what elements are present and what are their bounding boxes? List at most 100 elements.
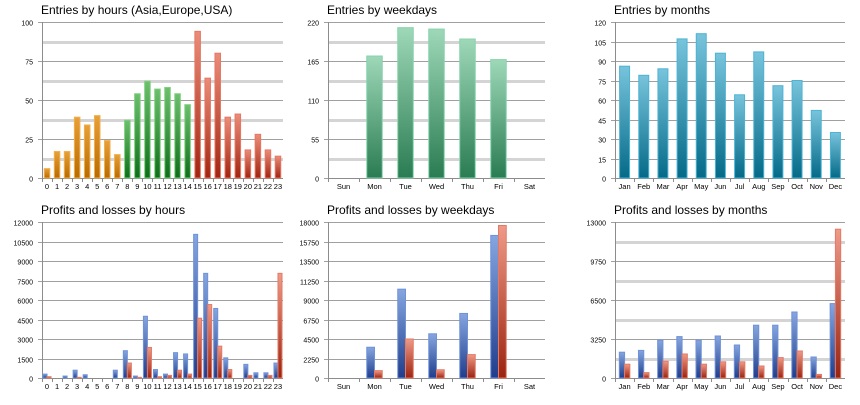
bar-23	[274, 155, 282, 179]
x-tick-label: 5	[95, 182, 99, 191]
x-tick-label: 16	[204, 182, 212, 191]
bar-11	[154, 88, 161, 179]
bar-aug	[753, 51, 765, 179]
y-tick-label: 100	[21, 21, 33, 28]
profit-bar-18	[223, 357, 229, 379]
loss-bar-nov	[815, 373, 823, 379]
x-tick-label: Oct	[791, 182, 804, 191]
loss-bar-aug	[758, 365, 765, 379]
x-tick-label: 17	[214, 382, 222, 391]
profit-bar-23	[273, 362, 279, 379]
y-tick-label: 75	[25, 60, 33, 67]
y-tick-label: 6500	[590, 299, 606, 306]
profit-bar-jul	[733, 344, 741, 379]
bar-feb	[638, 74, 650, 179]
bar-dec	[829, 132, 841, 179]
profit-bar-thu	[459, 312, 468, 379]
x-tick-label: Thu	[461, 382, 474, 391]
bar-7	[114, 154, 121, 179]
loss-bar-jun	[719, 361, 727, 379]
bar-jun	[714, 52, 726, 179]
x-tick-label: Oct	[791, 382, 804, 391]
bar-sep	[772, 85, 784, 179]
bar-21	[254, 133, 262, 179]
x-tick-label: Sep	[771, 182, 784, 191]
y-tick-label: 0	[29, 177, 33, 184]
x-tick-label: Apr	[676, 182, 688, 191]
x-tick-label: 23	[274, 182, 282, 191]
x-tick-label: 3	[75, 182, 79, 191]
x-tick-label: Dec	[829, 182, 843, 191]
y-tick-label: 13500	[300, 260, 320, 267]
x-tick-label: 16	[204, 382, 212, 391]
profit-bar-15	[193, 233, 199, 379]
loss-bar-17	[217, 345, 223, 379]
bar-2	[63, 150, 71, 179]
profit-bar-22	[263, 372, 269, 379]
loss-bar-16	[207, 304, 213, 379]
loss-bar-thu	[467, 354, 476, 379]
loss-bar-12	[167, 374, 173, 379]
x-tick-label: 11	[154, 382, 162, 391]
x-tick-label: 6	[105, 182, 109, 191]
chart-panel-entries-by-weekdays: Entries by weekdays 0 55 110 165 220 Sun Mon Tu…	[290, 0, 570, 200]
x-tick-label: 13	[173, 182, 181, 191]
x-tick-label: 0	[45, 182, 49, 191]
bars	[619, 33, 841, 179]
bar-fri	[490, 59, 507, 179]
x-tick-label: 21	[254, 182, 262, 191]
x-tick-label: Sat	[524, 382, 536, 391]
loss-bar-11	[156, 376, 162, 379]
x-tick-label: Tue	[399, 382, 412, 391]
bar-wed	[428, 28, 445, 179]
bar-apr	[676, 38, 688, 179]
x-tick-label: Jan	[619, 182, 631, 191]
x-tick-label: Fri	[494, 182, 503, 191]
x-tick-label: Fri	[494, 382, 503, 391]
x-tick-label: Sun	[337, 182, 350, 191]
profit-bar-2	[62, 375, 68, 379]
x-tick-label: 11	[154, 182, 162, 191]
x-tick-label: 3	[75, 382, 79, 391]
x-tick-label: 21	[254, 382, 262, 391]
x-tick-label: 23	[274, 382, 282, 391]
x-tick-label: Tue	[399, 182, 412, 191]
x-tick-label: Mon	[367, 382, 382, 391]
x-tick-label: Jul	[735, 182, 745, 191]
profit-bar-8	[122, 350, 128, 379]
y-tick-label: 9000	[17, 260, 33, 267]
x-tick-label: 20	[244, 182, 252, 191]
bars	[42, 233, 283, 379]
profit-bar-jun	[714, 335, 721, 379]
profit-bar-3	[72, 369, 78, 379]
gridlines	[38, 222, 283, 379]
gridlines	[611, 222, 845, 379]
x-tick-label: 15	[193, 182, 201, 191]
x-tick-label: 4	[85, 182, 89, 191]
profit-bar-fri	[490, 234, 499, 379]
bars	[366, 224, 507, 379]
bars	[618, 228, 842, 379]
y-tick-label: 18000	[300, 221, 320, 228]
y-tick-label: 6000	[17, 299, 33, 306]
y-tick-label: 0	[315, 177, 319, 184]
profit-bar-4	[82, 374, 88, 379]
x-tick-label: Mar	[656, 382, 669, 391]
x-tick-label: 10	[143, 182, 151, 191]
x-tick-label: 12	[163, 182, 171, 191]
y-tick-label: 9000	[303, 299, 319, 306]
y-tick-label: 120	[594, 21, 606, 28]
chart-panel-pl-by-weekdays: Profits and losses by weekdays 0 2250 4500…	[290, 200, 570, 400]
profit-bar-sep	[772, 324, 779, 379]
loss-bar-23	[277, 272, 283, 379]
y-tick-label: 10500	[14, 241, 34, 248]
bar-13	[174, 93, 181, 179]
y-tick-label: 7500	[17, 280, 33, 287]
y-tick-label: 0	[29, 377, 33, 384]
profit-bar-16	[203, 272, 209, 379]
bar-nov	[810, 109, 822, 179]
x-tick-label: Mar	[656, 182, 669, 191]
profit-bar-aug	[752, 324, 760, 379]
y-tick-label: 11250	[300, 280, 319, 287]
